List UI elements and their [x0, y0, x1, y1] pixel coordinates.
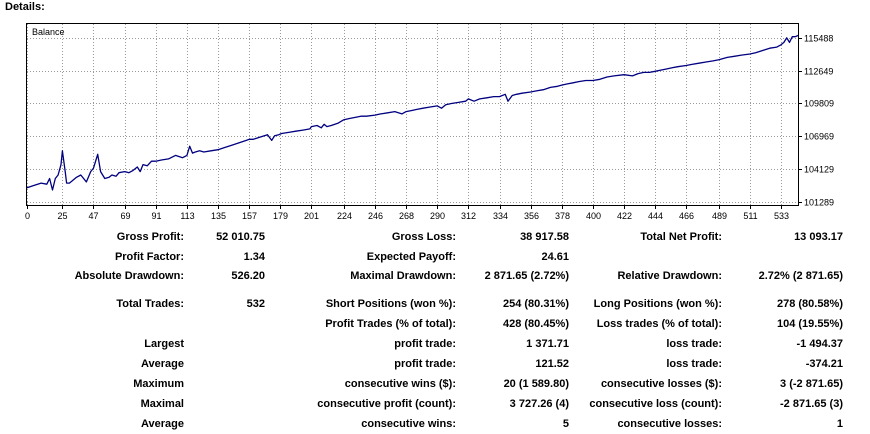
expected-payoff-value: 24.61: [541, 251, 569, 263]
largest-label: Largest: [144, 338, 184, 350]
axis-ticks: 0 25 47 69 91 113 135 157 179 201 224 246 268 290 312 3…: [25, 34, 834, 222]
x-tick-label: 511: [743, 211, 757, 221]
maximal-consecutive-profit-label: consecutive profit (count):: [317, 398, 456, 410]
profit-factor-value: 1.34: [243, 251, 265, 263]
average-consecutive-losses-label: consecutive losses:: [617, 418, 722, 430]
absolute-drawdown-label: Absolute Drawdown:: [74, 270, 184, 282]
average-profit-trade-label: profit trade:: [394, 358, 456, 370]
x-tick-label: 179: [273, 211, 288, 221]
total-net-profit-label: Total Net Profit:: [640, 231, 722, 243]
profit-trades-value: 428 (80.45%): [502, 318, 569, 330]
x-tick-label: 0: [25, 211, 30, 221]
total-net-profit-value: 13 093.17: [794, 231, 843, 243]
max-consecutive-wins-label: consecutive wins ($):: [344, 378, 456, 390]
x-tick-label: 91: [151, 211, 161, 221]
maximum-label: Maximum: [133, 378, 184, 390]
average-consecutive-wins-value: 5: [562, 418, 569, 430]
long-positions-label: Long Positions (won %):: [593, 298, 722, 310]
short-positions-label: Short Positions (won %):: [325, 298, 456, 310]
average-consecutive-losses-value: 1: [836, 418, 843, 430]
x-tick-label: 246: [368, 211, 383, 221]
x-tick-label: 533: [774, 211, 789, 221]
largest-profit-trade-label: profit trade:: [394, 338, 456, 350]
y-tick-label: 109809: [804, 99, 834, 109]
x-tick-label: 25: [57, 211, 67, 221]
gross-loss-label: Gross Loss:: [391, 231, 456, 243]
x-tick-label: 113: [180, 211, 194, 221]
loss-trades-label: Loss trades (% of total):: [596, 318, 722, 330]
x-tick-label: 356: [524, 211, 539, 221]
x-tick-label: 312: [461, 211, 476, 221]
x-tick-label: 422: [617, 211, 632, 221]
x-tick-label: 201: [304, 211, 319, 221]
total-trades-label: Total Trades:: [116, 298, 184, 310]
y-tick-label: 112649: [804, 67, 833, 77]
x-tick-label: 444: [648, 211, 663, 221]
maximal-consecutive-loss-label: consecutive loss (count):: [589, 398, 722, 410]
x-tick-label: 466: [679, 211, 694, 221]
maximal-drawdown-label: Maximal Drawdown:: [350, 270, 456, 282]
relative-drawdown-label: Relative Drawdown:: [617, 270, 722, 282]
short-positions-value: 254 (80.31%): [502, 298, 569, 310]
total-trades-value: 532: [246, 298, 265, 310]
profit-trades-label: Profit Trades (% of total):: [325, 318, 456, 330]
x-tick-label: 290: [430, 211, 445, 221]
expected-payoff-label: Expected Payoff:: [366, 251, 456, 263]
average-profit-trade-value: 121.52: [535, 358, 569, 370]
largest-loss-trade-label: loss trade:: [666, 338, 722, 350]
x-tick-label: 489: [712, 211, 727, 221]
maximal-drawdown-value: 2 871.65 (2.72%): [484, 270, 569, 282]
average-loss-trade-value: -374.21: [805, 358, 843, 370]
maximal-consecutive-loss-value: -2 871.65 (3): [780, 398, 843, 410]
x-tick-label: 268: [399, 211, 414, 221]
max-consecutive-losses-value: 3 (-2 871.65): [780, 378, 843, 390]
max-consecutive-wins-value: 20 (1 589.80): [503, 378, 569, 390]
relative-drawdown-value: 2.72% (2 871.65): [758, 270, 843, 282]
x-tick-label: 224: [337, 211, 352, 221]
max-consecutive-losses-label: consecutive losses ($):: [600, 378, 722, 390]
maximal-consecutive-profit-value: 3 727.26 (4): [509, 398, 569, 410]
details-title: Details:: [5, 1, 45, 13]
y-tick-label: 115488: [804, 34, 833, 44]
series-layer: [26, 34, 799, 191]
gross-loss-value: 38 917.58: [520, 231, 569, 243]
chart-title: Balance: [32, 27, 65, 37]
y-tick-label: 101289: [804, 198, 834, 208]
y-tick-label: 106969: [804, 132, 834, 142]
balance-series-line: [26, 34, 799, 191]
profit-factor-label: Profit Factor:: [114, 251, 184, 263]
long-positions-value: 278 (80.58%): [776, 298, 843, 310]
x-tick-label: 157: [242, 211, 257, 221]
average-consecutive-wins-label: consecutive wins:: [361, 418, 456, 430]
x-tick-label: 47: [88, 211, 98, 221]
x-tick-label: 400: [586, 211, 601, 221]
x-tick-label: 69: [120, 211, 130, 221]
average-label: Average: [140, 358, 184, 370]
x-tick-label: 334: [493, 211, 508, 221]
balance-chart: 0 25 47 69 91 113 135 157 179 201 224 246 268 290 312 3…: [25, 23, 834, 222]
largest-profit-trade-value: 1 371.71: [526, 338, 569, 350]
gross-profit-label: Gross Profit:: [116, 231, 184, 243]
largest-loss-trade-value: -1 494.37: [796, 338, 843, 350]
y-tick-label: 104129: [804, 165, 834, 175]
average-consecutive-label: Average: [140, 418, 184, 430]
x-tick-label: 135: [211, 211, 226, 221]
average-loss-trade-label: loss trade:: [666, 358, 722, 370]
loss-trades-value: 104 (19.55%): [776, 318, 843, 330]
maximal-label: Maximal: [140, 398, 184, 410]
x-tick-label: 378: [555, 211, 570, 221]
absolute-drawdown-value: 526.20: [231, 270, 265, 282]
gross-profit-value: 52 010.75: [216, 231, 265, 243]
plot-frame: [26, 23, 799, 206]
